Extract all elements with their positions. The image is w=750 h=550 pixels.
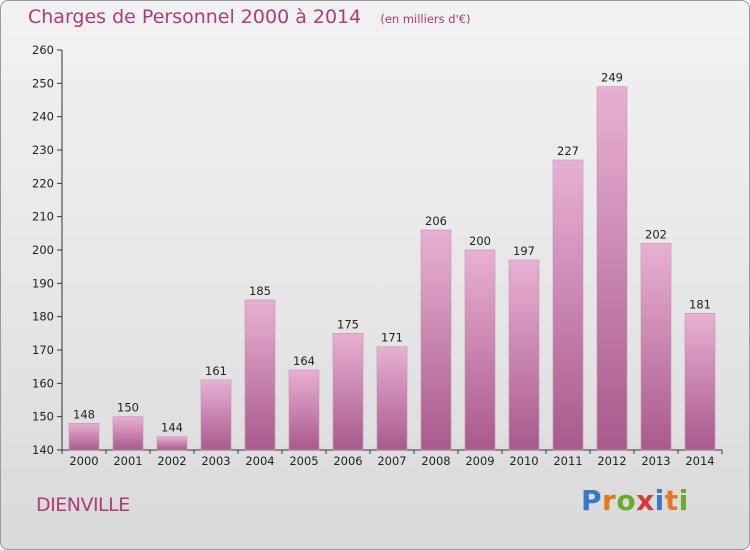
title-row: Charges de Personnel 2000 à 2014 (en mil… bbox=[28, 6, 471, 28]
bar bbox=[640, 243, 672, 451]
brand-letter: P bbox=[581, 484, 603, 517]
data-label: 150 bbox=[117, 401, 139, 415]
chart-title: Charges de Personnel 2000 à 2014 bbox=[28, 6, 362, 28]
x-tick-label: 2002 bbox=[157, 454, 186, 468]
brand-letter: x bbox=[636, 484, 655, 517]
data-label: 171 bbox=[381, 331, 403, 345]
bar bbox=[112, 416, 144, 451]
y-tick-label: 180 bbox=[32, 310, 54, 324]
data-label: 144 bbox=[161, 421, 183, 435]
y-tick-label: 150 bbox=[32, 410, 54, 424]
brand-letter: i bbox=[654, 484, 665, 517]
y-tick-label: 210 bbox=[32, 210, 54, 224]
bar bbox=[244, 299, 276, 451]
bar bbox=[420, 229, 452, 451]
bar bbox=[68, 423, 100, 451]
chart-subtitle: (en milliers d'€) bbox=[380, 12, 471, 26]
data-label: 185 bbox=[249, 284, 271, 298]
bar bbox=[156, 436, 188, 451]
commune-name: DIENVILLE bbox=[36, 494, 130, 516]
x-tick-label: 2010 bbox=[509, 454, 538, 468]
data-label: 148 bbox=[73, 407, 95, 421]
data-label: 202 bbox=[645, 227, 667, 241]
x-tick-label: 2000 bbox=[69, 454, 98, 468]
x-tick-label: 2001 bbox=[113, 454, 142, 468]
data-label: 164 bbox=[293, 354, 315, 368]
bar bbox=[376, 346, 408, 451]
y-tick-label: 220 bbox=[32, 176, 54, 190]
brand-letter: o bbox=[616, 484, 637, 517]
data-label: 227 bbox=[557, 144, 579, 158]
brand-logo: Proxiti bbox=[581, 484, 689, 517]
y-tick-label: 170 bbox=[32, 343, 54, 357]
x-tick-label: 2008 bbox=[421, 454, 450, 468]
data-label: 197 bbox=[513, 244, 535, 258]
y-tick-label: 140 bbox=[32, 443, 54, 457]
x-tick-label: 2013 bbox=[641, 454, 670, 468]
data-label: 175 bbox=[337, 317, 359, 331]
x-tick-label: 2011 bbox=[553, 454, 582, 468]
y-tick-label: 190 bbox=[32, 276, 54, 290]
x-tick-label: 2012 bbox=[597, 454, 626, 468]
data-label: 206 bbox=[425, 214, 447, 228]
x-tick-label: 2009 bbox=[465, 454, 494, 468]
bar bbox=[288, 369, 320, 451]
bar bbox=[464, 249, 496, 451]
brand-letter: i bbox=[678, 484, 689, 517]
x-tick-label: 2006 bbox=[333, 454, 362, 468]
y-tick-label: 160 bbox=[32, 376, 54, 390]
bar bbox=[332, 333, 364, 451]
bar bbox=[552, 159, 584, 451]
y-tick-label: 240 bbox=[32, 110, 54, 124]
y-tick-label: 230 bbox=[32, 143, 54, 157]
data-label: 200 bbox=[469, 234, 491, 248]
x-tick-label: 2007 bbox=[377, 454, 406, 468]
y-tick-label: 260 bbox=[32, 43, 54, 57]
x-tick-label: 2003 bbox=[201, 454, 230, 468]
y-tick-label: 200 bbox=[32, 243, 54, 257]
brand-letter: r bbox=[602, 484, 617, 517]
bar bbox=[200, 379, 232, 451]
y-tick-label: 250 bbox=[32, 76, 54, 90]
bar bbox=[596, 86, 628, 451]
data-label: 161 bbox=[205, 364, 227, 378]
data-label: 181 bbox=[689, 297, 711, 311]
x-tick-label: 2014 bbox=[685, 454, 714, 468]
x-tick-label: 2005 bbox=[289, 454, 318, 468]
bar bbox=[508, 259, 540, 451]
bar bbox=[684, 313, 716, 451]
x-tick-label: 2004 bbox=[245, 454, 274, 468]
brand-letter: t bbox=[664, 484, 679, 517]
data-label: 249 bbox=[601, 71, 623, 85]
